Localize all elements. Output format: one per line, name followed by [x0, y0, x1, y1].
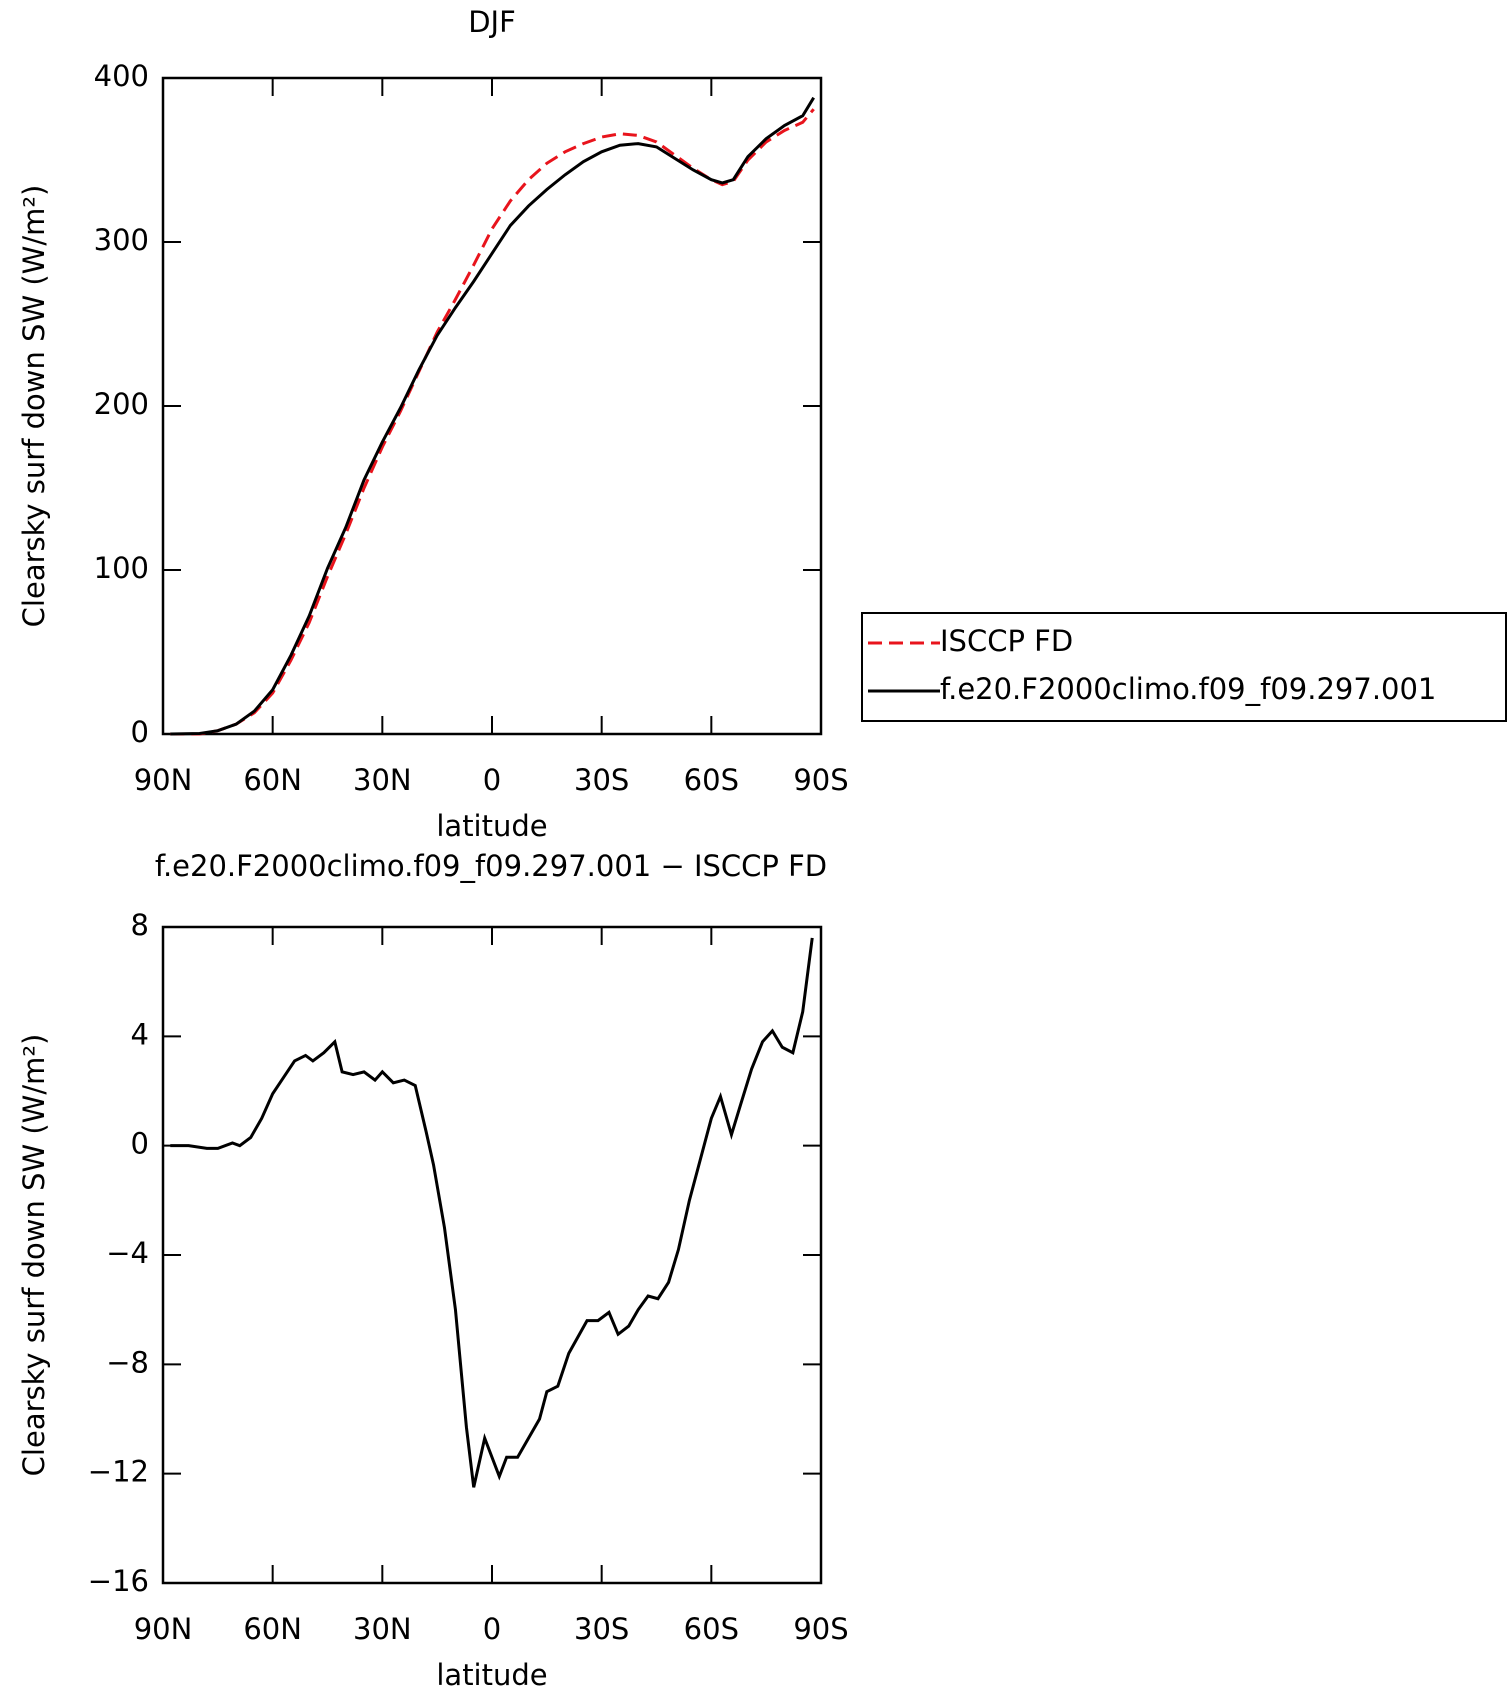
data-line: [170, 108, 815, 736]
x-tick-label: 30N: [353, 763, 412, 797]
y-tick-label: 300: [94, 223, 149, 257]
y-axis-label: Clearsky surf down SW (W/m²): [17, 1034, 51, 1477]
x-tick-label: 60N: [243, 1612, 302, 1646]
x-axis-label: latitude: [436, 1658, 547, 1692]
y-tick-label: 8: [131, 908, 149, 942]
y-tick-label: −8: [106, 1345, 149, 1379]
legend-label: ISCCP FD: [940, 624, 1073, 658]
y-tick-label: −16: [88, 1564, 149, 1598]
x-tick-label: 60N: [243, 763, 302, 797]
data-line: [170, 96, 815, 736]
y-tick-label: 100: [94, 551, 149, 585]
x-tick-label: 90N: [134, 763, 193, 797]
x-tick-label: 0: [483, 1612, 501, 1646]
x-tick-label: 90S: [793, 763, 848, 797]
chart-title: f.e20.F2000climo.f09_f09.297.001 − ISCCP…: [155, 849, 827, 883]
chart-title: DJF: [468, 5, 516, 39]
x-tick-label: 30N: [353, 1612, 412, 1646]
y-tick-label: −4: [106, 1236, 149, 1270]
legend-box: [861, 612, 1507, 722]
x-tick-label: 0: [483, 763, 501, 797]
y-tick-label: 0: [131, 1127, 149, 1161]
x-tick-label: 60S: [684, 763, 739, 797]
y-tick-label: 4: [131, 1017, 149, 1051]
x-tick-label: 30S: [574, 1612, 629, 1646]
x-tick-label: 90S: [793, 1612, 848, 1646]
y-tick-label: 200: [94, 387, 149, 421]
data-line: [170, 937, 814, 1488]
y-axis-label: Clearsky surf down SW (W/m²): [17, 185, 51, 628]
y-tick-label: −12: [88, 1455, 149, 1489]
legend-label: f.e20.F2000climo.f09_f09.297.001: [940, 672, 1436, 706]
plot-frame: [161, 76, 823, 736]
x-tick-label: 90N: [134, 1612, 193, 1646]
x-axis-label: latitude: [436, 809, 547, 843]
plot-frame: [161, 925, 823, 1585]
y-tick-label: 400: [94, 59, 149, 93]
x-tick-label: 60S: [684, 1612, 739, 1646]
x-tick-label: 30S: [574, 763, 629, 797]
y-tick-label: 0: [131, 715, 149, 749]
